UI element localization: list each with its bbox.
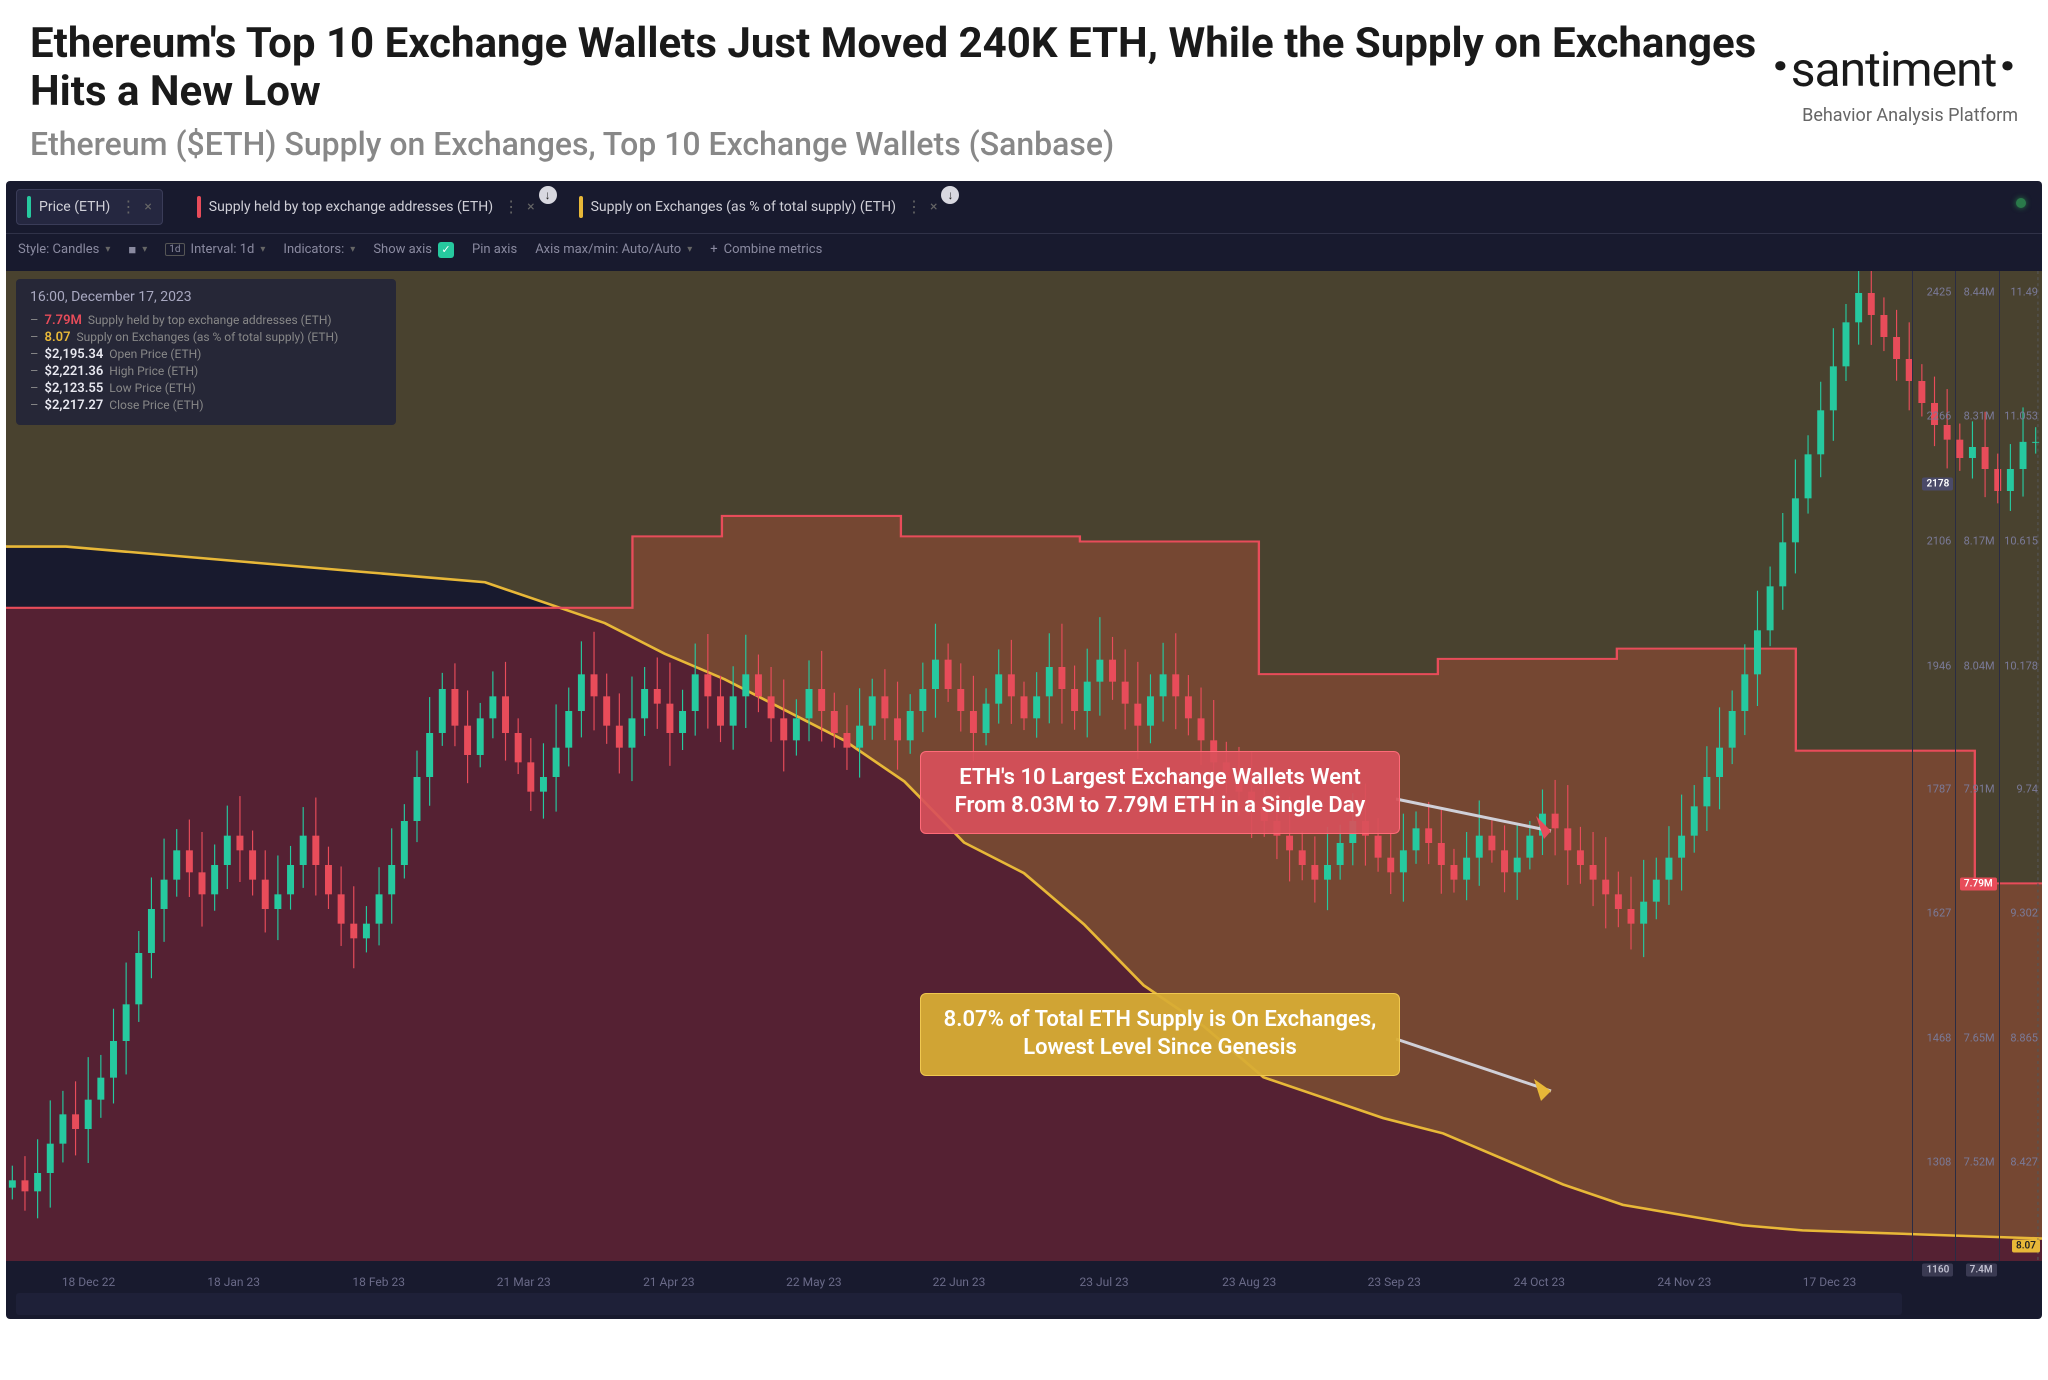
x-axis: 18 Dec 2218 Jan 2318 Feb 2321 Mar 2321 A… bbox=[16, 1275, 1902, 1289]
x-tick: 23 Aug 23 bbox=[1177, 1275, 1322, 1289]
y-tick: 8.17M bbox=[1964, 534, 1995, 547]
x-tick: 21 Mar 23 bbox=[451, 1275, 596, 1289]
annotation-red: ETH's 10 Largest Exchange Wallets Went F… bbox=[920, 751, 1400, 834]
info-row: –$2,195.34Open Price (ETH) bbox=[30, 347, 382, 362]
y-tick: 7.65M bbox=[1964, 1031, 1995, 1044]
page-subtitle: Ethereum ($ETH) Supply on Exchanges, Top… bbox=[30, 125, 1769, 163]
header: Ethereum's Top 10 Exchange Wallets Just … bbox=[0, 0, 2048, 173]
pin-axis-toggle[interactable]: Pin axis bbox=[472, 242, 517, 257]
brand-block: santiment Behavior Analysis Platform bbox=[1769, 20, 2018, 126]
x-tick: 23 Sep 23 bbox=[1322, 1275, 1467, 1289]
brand-tagline: Behavior Analysis Platform bbox=[1769, 105, 2018, 126]
metric-tabs-toolbar: Price (ETH)⋮×Supply held by top exchange… bbox=[6, 181, 2042, 234]
info-row: –$2,221.36High Price (ETH) bbox=[30, 364, 382, 379]
info-row: –7.79MSupply held by top exchange addres… bbox=[30, 313, 382, 328]
y-tick: 7.79M bbox=[1960, 878, 1997, 891]
y-tick: 10.615 bbox=[2004, 534, 2038, 547]
x-tick: 22 Jun 23 bbox=[886, 1275, 1031, 1289]
show-axis-toggle[interactable]: Show axis✓ bbox=[373, 242, 454, 258]
chart-panel: Price (ETH)⋮×Supply held by top exchange… bbox=[6, 181, 2042, 1319]
tab-close-icon[interactable]: × bbox=[527, 199, 534, 215]
axis-minmax-dropdown[interactable]: Axis max/min: Auto/Auto▾ bbox=[535, 242, 692, 257]
y-tick: 2106 bbox=[1927, 534, 1952, 547]
y-tick: 2178 bbox=[1922, 478, 1953, 491]
info-row: –$2,123.55Low Price (ETH) bbox=[30, 381, 382, 396]
info-row: –$2,217.27Close Price (ETH) bbox=[30, 398, 382, 413]
y-tick: 11.49 bbox=[2010, 286, 2038, 299]
y-tick: 8.04M bbox=[1964, 659, 1995, 672]
x-tick: 18 Jan 23 bbox=[161, 1275, 306, 1289]
y-tick: 8.44M bbox=[1964, 286, 1995, 299]
combine-metrics-button[interactable]: + Combine metrics bbox=[710, 242, 822, 257]
metric-tab[interactable]: Price (ETH)⋮× bbox=[16, 189, 163, 225]
y-tick: 9.302 bbox=[2010, 907, 2038, 920]
y-tick: 1946 bbox=[1927, 659, 1952, 672]
y-axes: 2425226621782106194617871627146813081160… bbox=[1912, 271, 2042, 1261]
tab-close-icon[interactable]: × bbox=[930, 199, 937, 215]
brand-logo: santiment bbox=[1769, 30, 2018, 101]
interval-dropdown[interactable]: 1dInterval: 1d▾ bbox=[165, 242, 265, 257]
style-dropdown[interactable]: Style: Candles▾ bbox=[18, 242, 110, 257]
tab-menu-icon[interactable]: ⋮ bbox=[906, 197, 922, 216]
y-axis-price: 2425226621782106194617871627146813081160 bbox=[1912, 271, 1955, 1261]
tab-menu-icon[interactable]: ⋮ bbox=[503, 197, 519, 216]
y-tick: 1160 bbox=[1922, 1264, 1953, 1277]
tab-close-icon[interactable]: × bbox=[144, 199, 151, 215]
y-tick: 1468 bbox=[1927, 1031, 1952, 1044]
arrow-yellow-icon bbox=[1396, 1031, 1576, 1111]
y-tick: 7.4M bbox=[1966, 1264, 1997, 1277]
y-tick: 8.07 bbox=[2012, 1239, 2040, 1252]
y-tick: 1627 bbox=[1927, 907, 1952, 920]
mini-timeline[interactable] bbox=[16, 1293, 1902, 1315]
metric-tab[interactable]: Supply held by top exchange addresses (E… bbox=[187, 190, 545, 224]
indicators-dropdown[interactable]: Indicators:▾ bbox=[283, 242, 355, 257]
x-tick: 17 Dec 23 bbox=[1757, 1275, 1902, 1289]
y-axis-supply_m: 8.44M 8.31M 8.17M 8.04M 7.91M 7.79M 7.65M 7.52M… bbox=[1955, 271, 1998, 1261]
x-tick: 21 Apr 23 bbox=[596, 1275, 741, 1289]
fill-toggle[interactable]: ■ ▾ bbox=[128, 242, 147, 258]
x-tick: 23 Jul 23 bbox=[1032, 1275, 1177, 1289]
y-tick: 8.31M bbox=[1964, 410, 1995, 423]
y-tick: 1308 bbox=[1927, 1155, 1952, 1168]
y-tick: 2425 bbox=[1927, 286, 1952, 299]
collapse-icon[interactable]: ↓ bbox=[941, 186, 959, 204]
status-indicator-icon bbox=[2016, 198, 2026, 208]
metric-tab[interactable]: Supply on Exchanges (as % of total suppl… bbox=[569, 190, 948, 224]
info-row: –8.07Supply on Exchanges (as % of total … bbox=[30, 330, 382, 345]
x-tick: 24 Nov 23 bbox=[1612, 1275, 1757, 1289]
y-tick: 11.053 bbox=[2004, 410, 2038, 423]
x-tick: 18 Dec 22 bbox=[16, 1275, 161, 1289]
y-tick: 7.52M bbox=[1964, 1155, 1995, 1168]
y-tick: 7.91M bbox=[1964, 783, 1995, 796]
arrow-red-icon bbox=[1396, 791, 1576, 851]
hover-info-box: 16:00, December 17, 2023 –7.79MSupply he… bbox=[16, 279, 396, 425]
annotation-yellow: 8.07% of Total ETH Supply is On Exchange… bbox=[920, 993, 1400, 1076]
x-tick: 22 May 23 bbox=[741, 1275, 886, 1289]
y-tick: 10.178 bbox=[2004, 659, 2038, 672]
y-axis-supply_pct: 11.49 11.053 10.615 10.178 9.74 9.302 8.865 8.4… bbox=[1999, 271, 2042, 1261]
y-tick: 8.427 bbox=[2010, 1155, 2038, 1168]
collapse-icon[interactable]: ↓ bbox=[539, 186, 557, 204]
page-title: Ethereum's Top 10 Exchange Wallets Just … bbox=[30, 20, 1769, 117]
y-tick: 8.865 bbox=[2010, 1031, 2038, 1044]
x-tick: 18 Feb 23 bbox=[306, 1275, 451, 1289]
y-tick: 9.74 bbox=[2017, 783, 2038, 796]
y-tick: 1787 bbox=[1927, 783, 1952, 796]
tab-menu-icon[interactable]: ⋮ bbox=[120, 197, 136, 216]
y-tick: 2266 bbox=[1927, 410, 1952, 423]
x-tick: 24 Oct 23 bbox=[1467, 1275, 1612, 1289]
info-timestamp: 16:00, December 17, 2023 bbox=[30, 289, 382, 305]
chart-options-bar: Style: Candles▾ ■ ▾ 1dInterval: 1d▾ Indi… bbox=[6, 234, 2042, 266]
